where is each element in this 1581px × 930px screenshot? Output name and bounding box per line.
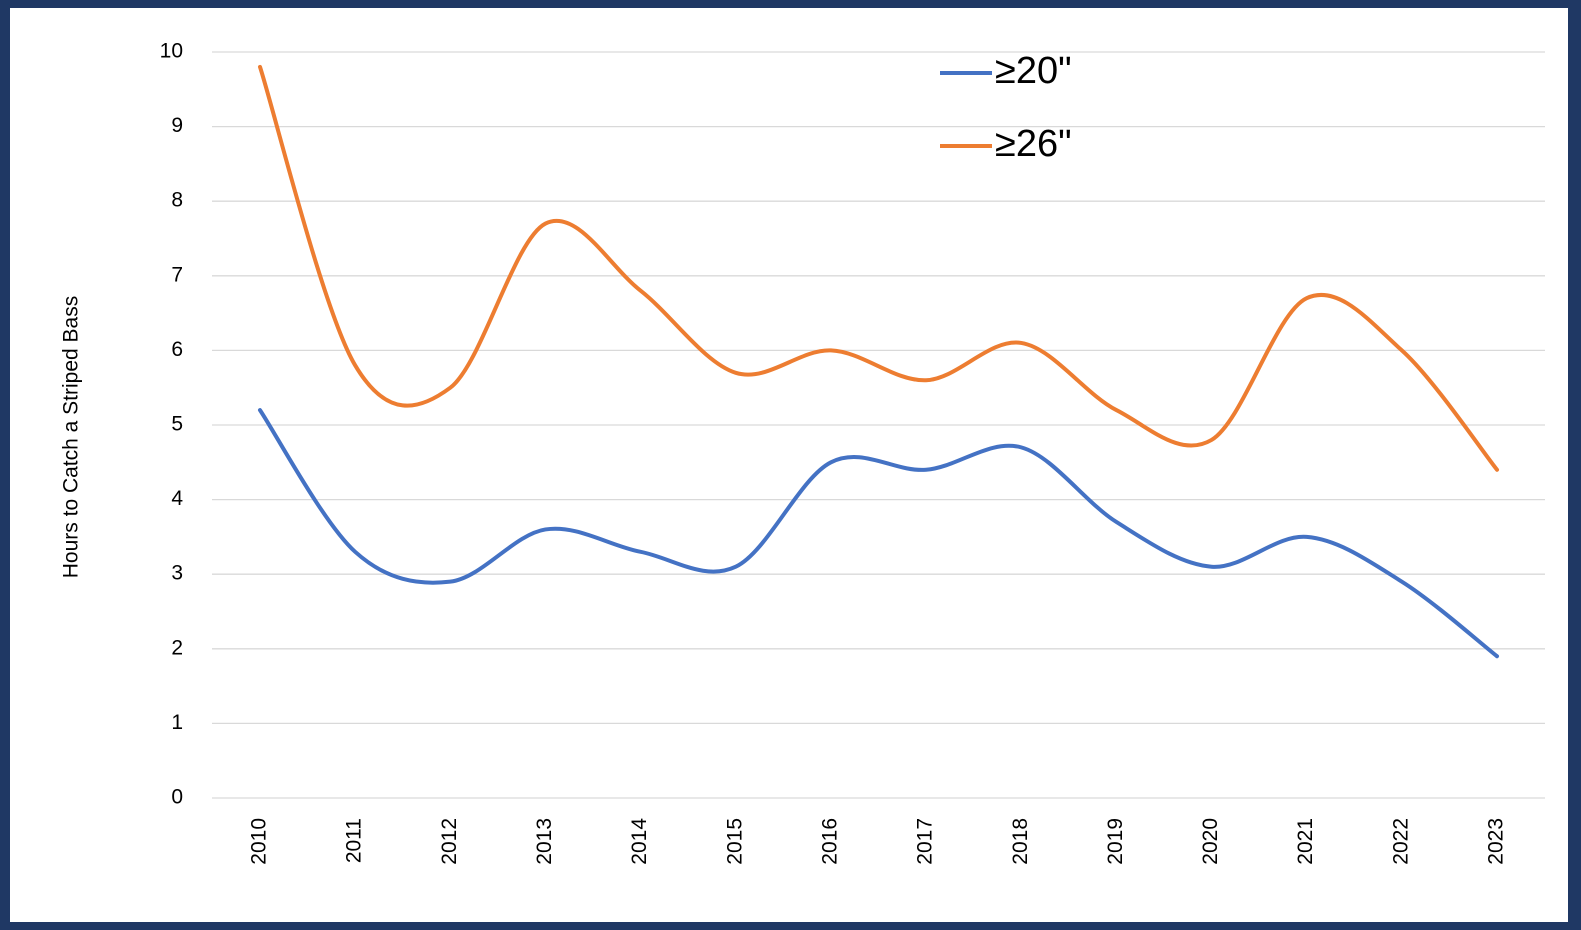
- x-tick-label: 2020: [1199, 818, 1222, 865]
- y-tick-label: 3: [171, 562, 183, 585]
- x-tick-label: 2015: [723, 818, 746, 865]
- x-tick-label: 2011: [343, 818, 366, 863]
- y-tick-label: 1: [171, 711, 183, 734]
- y-tick-label: 5: [171, 413, 183, 436]
- y-tick-label: 6: [171, 338, 183, 361]
- x-tick-label: 2022: [1389, 818, 1412, 865]
- legend-label: ≥20": [995, 50, 1072, 92]
- x-tick-label: 2018: [1009, 818, 1032, 865]
- y-tick-label: 4: [171, 487, 183, 510]
- x-tick-label: 2014: [628, 818, 651, 865]
- y-tick-label: 7: [171, 263, 183, 286]
- x-tick-label: 2019: [1104, 818, 1127, 865]
- x-tick-label: 2021: [1294, 818, 1317, 865]
- x-tick-label: 2016: [818, 818, 841, 865]
- legend-label: ≥26": [995, 123, 1072, 165]
- chart-background: [10, 8, 1568, 922]
- y-tick-label: 0: [171, 786, 183, 809]
- x-tick-label: 2013: [533, 818, 556, 865]
- x-tick-label: 2023: [1485, 818, 1508, 865]
- series-line: [258, 64, 1499, 472]
- x-tick-label: 2017: [914, 818, 937, 865]
- y-tick-label: 9: [171, 114, 183, 137]
- y-tick-label: 8: [171, 189, 183, 212]
- y-tick-label: 10: [160, 40, 183, 63]
- x-tick-label: 2012: [438, 818, 461, 865]
- y-axis-label: Hours to Catch a Striped Bass: [60, 296, 83, 578]
- x-tick-label: 2010: [248, 818, 271, 865]
- series-line: [258, 408, 1499, 659]
- y-tick-label: 2: [171, 636, 183, 659]
